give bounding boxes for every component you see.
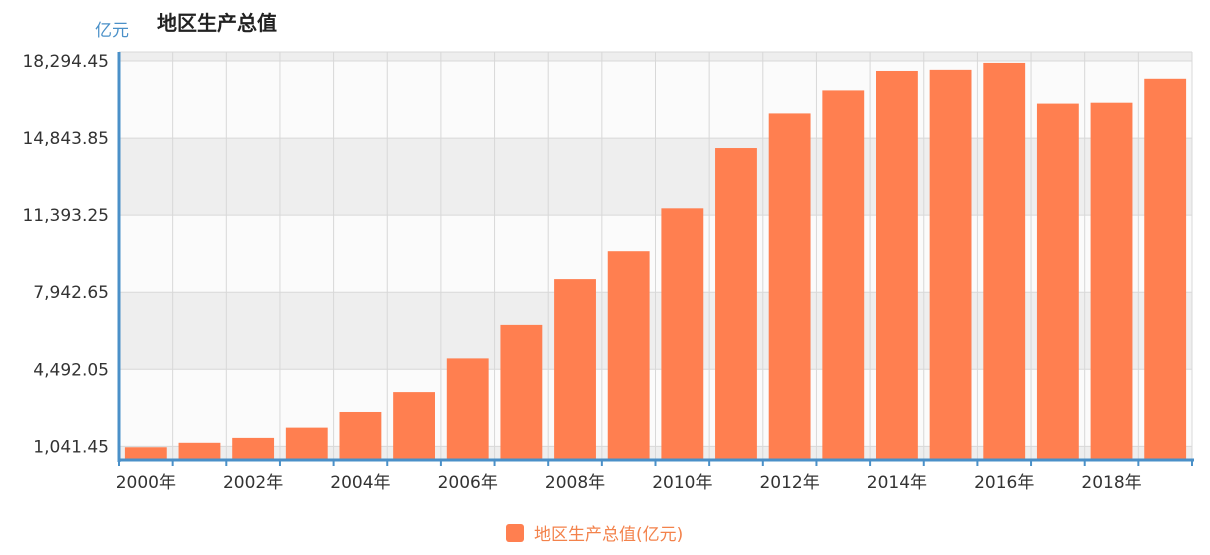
- legend-swatch[interactable]: [506, 524, 524, 542]
- y-tick-label: 11,393.25: [22, 206, 109, 226]
- bar: [607, 251, 650, 460]
- y-tick-label: 4,492.05: [33, 360, 109, 380]
- x-tick-label: 2010年: [652, 473, 712, 493]
- bar: [768, 113, 811, 461]
- chart-title: 地区生产总值: [157, 11, 277, 35]
- bar: [1144, 78, 1187, 460]
- bar: [339, 411, 382, 460]
- x-tick-label: 2002年: [223, 473, 283, 493]
- bar: [500, 324, 543, 460]
- x-axis-labels: 2000年 2002年 2004年 2006年 2008年 2010年 2012年 2014年…: [116, 473, 1142, 493]
- bar: [715, 148, 757, 460]
- x-tick-label: 2012年: [759, 473, 819, 493]
- bar: [983, 62, 1026, 460]
- legend-label[interactable]: 地区生产总值(亿元): [534, 525, 683, 545]
- bar: [178, 442, 221, 460]
- x-tick-label: 2016年: [974, 473, 1034, 493]
- bar: [661, 208, 704, 460]
- bar: [1090, 102, 1133, 461]
- x-tick-label: 2018年: [1081, 473, 1141, 493]
- bar: [1036, 103, 1079, 460]
- y-tick-label: 18,294.45: [22, 52, 109, 72]
- x-tick-label: 2014年: [867, 473, 927, 493]
- y-tick-label: 7,942.65: [33, 283, 109, 303]
- y-tick-label: 1,041.45: [33, 437, 109, 457]
- vertical-gridlines: [118, 52, 1193, 460]
- bar: [232, 437, 275, 460]
- bar: [876, 70, 918, 461]
- unit-label: 亿元: [95, 21, 129, 41]
- bar: [446, 358, 489, 460]
- bar: [124, 447, 167, 460]
- bar: [929, 69, 972, 460]
- x-tick-label: 2000年: [116, 473, 176, 493]
- y-tick-label: 14,843.85: [22, 129, 109, 149]
- bar: [554, 279, 596, 460]
- x-tick-label: 2008年: [545, 473, 605, 493]
- bar-series: [124, 62, 1187, 461]
- y-axis-labels: 1,041.45 4,492.05 7,942.65 11,393.25 14,843.…: [22, 52, 109, 457]
- bar: [285, 427, 328, 460]
- x-axis-ticks: [118, 460, 1193, 466]
- x-tick-label: 2006年: [438, 473, 498, 493]
- bar: [822, 90, 865, 460]
- x-tick-label: 2004年: [330, 473, 390, 493]
- bar: [393, 392, 435, 460]
- legend[interactable]: 地区生产总值(亿元): [506, 524, 683, 545]
